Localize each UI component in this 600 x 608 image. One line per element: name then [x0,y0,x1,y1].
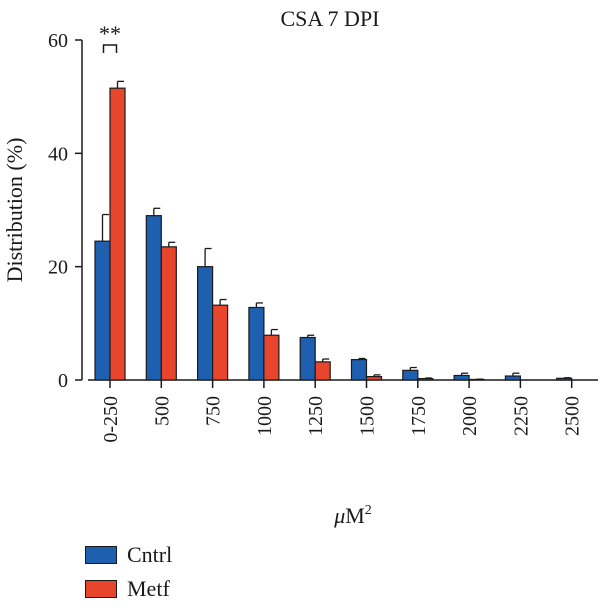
bar-cntrl-2000 [453,374,470,381]
x-tick-label-1500: 1500 [357,396,379,436]
bar-cntrl-500 [145,215,162,381]
bar-metf-1750 [417,377,434,381]
bar-metf-1000 [263,334,280,381]
legend-label-cntrl: Cntrl [127,542,173,567]
x-tick-label-2250: 2250 [510,396,532,436]
bar-metf-750 [212,304,229,381]
bar-cntrl-750 [197,266,214,381]
bar-chart: 0 20 40 60 Distribution (%) 0-250 500 750 1000 12… [2,21,598,528]
significance-label: ** [99,21,121,46]
legend-label-metf: Metf [127,576,170,601]
legend-swatch-cntrl [85,546,117,564]
bar-cntrl-2500 [556,377,573,381]
bar-cntrl-2250 [504,375,521,381]
y-tick-label-20: 20 [48,257,68,279]
legend: Cntrl Metf [85,540,172,608]
bar-metf-1250 [314,361,331,381]
y-axis-label: Distribution (%) [2,138,27,283]
x-axis-label: μM2 [333,503,372,528]
legend-item-metf: Metf [85,574,172,604]
bar-metf-1500 [365,376,383,381]
bar-cntrl-1250 [299,336,316,381]
bar-cntrl-1500 [350,359,368,381]
significance-bracket [102,44,118,53]
x-tick-label-1250: 1250 [305,396,327,436]
x-tick-label-2500: 2500 [562,396,584,436]
x-tick-label-750: 750 [203,396,225,426]
x-tick-label-2000: 2000 [459,396,481,436]
y-tick-label-40: 40 [48,143,68,165]
legend-item-cntrl: Cntrl [85,540,172,570]
y-tick-label-0: 0 [58,370,68,392]
bar-cntrl-1000 [248,306,265,381]
x-tick-label-1000: 1000 [254,396,276,436]
chart-title: CSA 7 DPI [280,6,380,31]
bar-metf-0-250 [109,87,126,381]
legend-swatch-metf [85,580,117,598]
x-tick-label-500: 500 [151,396,173,426]
x-axis-label-superscript: 2 [365,503,372,518]
x-tick-label-1750: 1750 [408,396,430,436]
x-tick-label-0-250: 0-250 [100,396,122,443]
bar-metf-500 [160,246,177,381]
x-axis-label-unit: M [345,503,365,528]
y-tick-label-60: 60 [48,30,68,52]
bar-cntrl-1750 [402,369,419,381]
bar-cntrl-0-250 [94,240,111,381]
x-axis-label-mu: μ [333,503,345,528]
